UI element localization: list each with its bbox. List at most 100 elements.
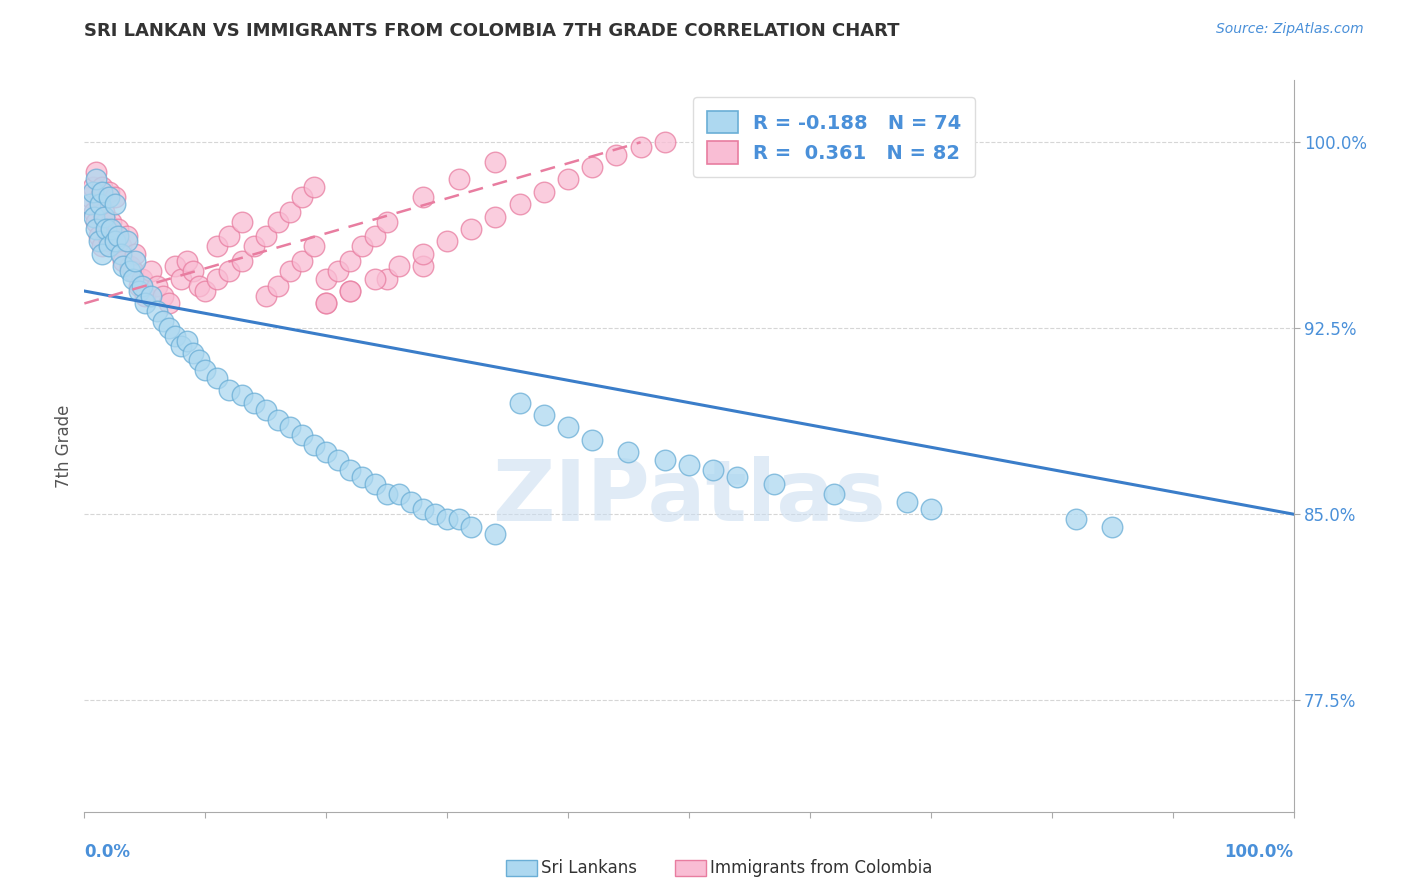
Point [762,477,785,491]
Point [120,259,142,273]
Point [97,239,120,253]
Point [315,296,337,310]
Point [218,383,240,397]
Text: SRI LANKAN VS IMMIGRANTS FROM COLOMBIA 7TH GRADE CORRELATION CHART: SRI LANKAN VS IMMIGRANTS FROM COLOMBIA 7… [84,22,900,40]
Point [339,284,361,298]
Point [107,229,129,244]
Point [242,395,264,409]
Point [242,239,264,253]
Point [152,314,174,328]
Point [176,254,198,268]
Point [449,512,471,526]
Point [302,438,325,452]
Point [152,289,174,303]
Point [91,185,114,199]
Point [388,259,411,273]
Point [339,462,361,476]
Point [231,254,253,268]
Point [315,445,337,459]
Point [93,204,115,219]
Point [412,259,434,273]
Point [93,210,115,224]
Point [291,254,314,268]
Point [79,197,101,211]
Point [131,271,153,285]
Point [484,210,506,224]
Point [533,408,555,422]
Point [139,289,162,303]
Point [291,190,314,204]
Point [460,519,482,533]
Point [231,214,253,228]
Point [218,229,240,244]
Point [100,222,122,236]
Point [194,363,217,377]
Point [188,353,211,368]
Point [375,487,398,501]
Point [91,247,114,261]
Point [254,403,277,417]
Point [654,135,676,149]
Point [82,180,104,194]
Point [302,180,325,194]
Point [231,388,253,402]
Point [509,395,531,409]
Point [112,254,135,268]
Point [86,222,108,236]
Point [104,197,127,211]
Text: Source: ZipAtlas.com: Source: ZipAtlas.com [1216,22,1364,37]
Y-axis label: 7th Grade: 7th Grade [55,404,73,488]
Point [484,527,506,541]
Point [146,279,169,293]
Point [375,271,398,285]
Point [94,214,117,228]
Point [120,264,142,278]
Point [630,140,652,154]
Legend: R = -0.188   N = 74, R =  0.361   N = 82: R = -0.188 N = 74, R = 0.361 N = 82 [693,97,976,178]
Point [557,420,579,434]
Point [89,197,111,211]
Point [1101,519,1123,533]
Point [104,235,127,249]
Point [124,247,146,261]
Point [218,264,240,278]
Point [94,222,117,236]
Text: 100.0%: 100.0% [1225,843,1294,861]
Point [484,155,506,169]
Point [896,495,918,509]
Point [278,204,301,219]
Point [87,235,110,249]
Point [100,214,122,228]
Point [328,264,350,278]
Point [352,470,374,484]
Point [267,413,290,427]
Point [267,214,290,228]
Point [82,185,104,199]
Point [83,204,105,219]
Point [139,264,162,278]
Point [423,507,446,521]
Point [86,172,108,186]
Point [460,222,482,236]
Point [181,346,204,360]
Point [339,284,361,298]
Point [315,271,337,285]
Point [920,502,942,516]
Point [375,214,398,228]
Point [823,487,845,501]
Point [115,235,138,249]
Text: Immigrants from Colombia: Immigrants from Colombia [710,859,932,877]
Text: 0.0%: 0.0% [84,843,131,861]
Point [278,420,301,434]
Point [352,239,374,253]
Point [121,264,143,278]
Point [605,147,627,161]
Point [436,512,458,526]
Point [115,229,138,244]
Point [124,254,146,268]
Point [97,235,120,249]
Point [654,452,676,467]
Point [181,264,204,278]
Point [278,264,301,278]
Point [91,180,114,194]
